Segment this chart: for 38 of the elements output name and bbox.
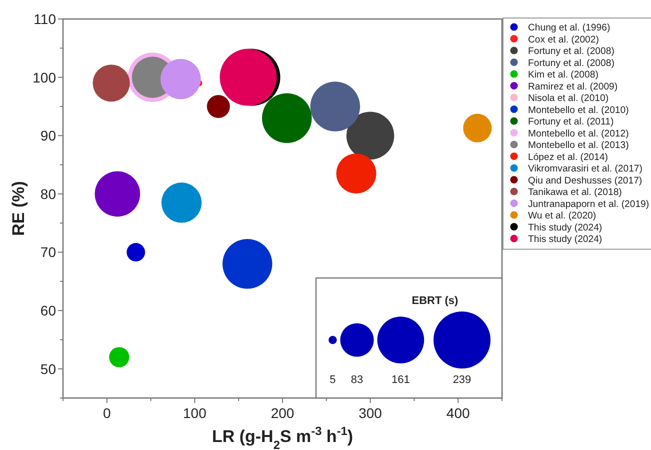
legend-label: Fortuny et al. (2008) (528, 46, 614, 57)
y-axis-title: RE (%) (9, 181, 28, 236)
legend-label: 239 (452, 374, 472, 386)
legend-label: 83 (350, 374, 364, 386)
legend-label: Cox et al. (2002) (528, 34, 599, 46)
legend-label: Qiu and Deshusses (2017) (528, 175, 642, 186)
x-tick-label: 100 (183, 405, 207, 421)
legend-label: Montebello et al. (2012) (528, 128, 629, 140)
legend-label: This study (2024) (528, 222, 602, 234)
legend-label: Chung et al. (1996) (528, 22, 610, 34)
y-tick-label: 110 (34, 11, 56, 27)
legend-label: Tanikawa et al. (2018) (528, 187, 622, 198)
x-tick-label: 400 (446, 405, 470, 421)
legend-label: Montebello et al. (2010) (528, 104, 629, 116)
legend-label: Nisola et al. (2010) (528, 93, 609, 104)
y-tick-label: 60 (40, 302, 56, 319)
x-tick-label: 200 (270, 405, 294, 421)
legend-label: 5 (330, 374, 336, 386)
x-axis-title: LR (g-H$_{2}$S m$^{-3}$ h$^{-1}$) (212, 424, 354, 450)
legend-label: Ramirez et al. (2009) (528, 81, 618, 92)
legend-label: Montebello et al. (2013) (528, 140, 629, 151)
y-tick-label: 80 (40, 186, 56, 202)
legend-label: Kim et al. (2008) (528, 70, 598, 80)
y-tick-label: 50 (40, 360, 56, 377)
y-tick-label: 100 (32, 69, 56, 86)
legend-label: Wu et al. (2020) (528, 210, 596, 222)
y-tick-label: 90 (40, 128, 56, 144)
legend-label: This study (2024) (528, 234, 602, 245)
legend-label: López et al. (2014) (528, 152, 608, 163)
y-tick-label: 70 (40, 244, 56, 260)
legend-label: Fortuny et al. (2011) (528, 116, 614, 128)
legend-title: EBRT (s) (412, 295, 459, 307)
x-tick-label: 300 (358, 405, 382, 421)
legend-label: 161 (392, 374, 410, 386)
x-tick-label: 0 (103, 405, 111, 421)
legend-label: Fortuny et al. (2008) (528, 58, 614, 69)
legend-label: Vikromvarasiri et al. (2017) (528, 164, 642, 174)
legend-label: Juntranapaporn et al. (2019) (528, 198, 650, 210)
